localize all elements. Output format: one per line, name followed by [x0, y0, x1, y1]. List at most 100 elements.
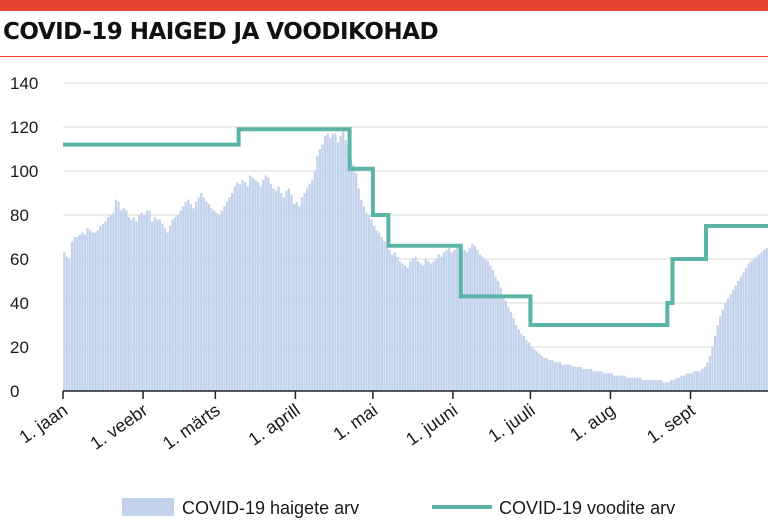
bar — [646, 380, 650, 391]
bar — [311, 179, 314, 391]
bar — [114, 199, 118, 391]
bar — [225, 201, 229, 391]
bar — [566, 364, 570, 391]
bar — [96, 230, 100, 391]
bar — [582, 369, 585, 391]
bar — [179, 210, 182, 391]
y-tick-label: 20 — [10, 338, 29, 357]
bar — [589, 369, 593, 391]
bar — [161, 223, 164, 391]
title-rule — [0, 56, 768, 57]
x-tick-label: 1. aprill — [245, 400, 304, 450]
bar — [362, 206, 365, 391]
bar — [298, 206, 301, 391]
bar — [132, 217, 136, 391]
bar — [391, 254, 394, 391]
bar — [233, 186, 236, 391]
bar — [267, 177, 270, 391]
bar — [81, 232, 84, 391]
bar — [274, 190, 278, 391]
bar — [202, 197, 205, 391]
bar — [215, 212, 218, 391]
bar — [734, 285, 737, 391]
x-tick-label: 1. juuli — [485, 400, 539, 446]
bar — [269, 184, 273, 391]
bar — [713, 336, 717, 391]
bar — [558, 362, 562, 391]
y-tick-label: 0 — [10, 382, 19, 401]
bar — [125, 210, 128, 391]
bar — [189, 204, 192, 391]
chart-title: COVID-19 HAIGED JA VOODIKOHAD — [3, 19, 439, 45]
legend-swatch-bars — [122, 498, 174, 516]
bar — [313, 171, 316, 391]
legend: COVID-19 haigete arv COVID-19 voodite ar… — [122, 498, 675, 518]
bar — [747, 263, 750, 391]
bar — [78, 234, 81, 391]
bar — [218, 215, 221, 391]
bar — [259, 186, 262, 391]
bar — [641, 380, 644, 391]
bar — [429, 263, 433, 391]
bar — [520, 333, 523, 391]
bar — [424, 259, 427, 391]
x-tick-label: 1. juuni — [402, 400, 461, 450]
bar — [254, 179, 257, 391]
bar — [649, 380, 652, 391]
bar — [620, 375, 624, 391]
bar — [765, 248, 768, 391]
bar — [460, 245, 464, 391]
y-tick-label: 120 — [10, 118, 38, 137]
bar — [721, 309, 724, 391]
bar — [76, 237, 79, 391]
y-tick-label: 40 — [10, 294, 29, 313]
bar — [471, 243, 474, 391]
bar — [367, 215, 371, 391]
bar — [187, 199, 190, 391]
bar — [701, 369, 704, 391]
bar — [181, 206, 185, 391]
bar — [432, 261, 435, 391]
bar — [192, 208, 195, 391]
bar — [533, 349, 536, 391]
bar — [83, 234, 87, 391]
bar — [398, 261, 402, 391]
bar — [466, 252, 469, 391]
bar — [437, 254, 440, 391]
bar — [615, 375, 619, 391]
x-tick-label: 1. sept — [643, 400, 699, 447]
bar — [667, 382, 670, 391]
bar — [349, 157, 353, 391]
bar — [342, 131, 345, 391]
bar — [719, 316, 722, 391]
bar — [318, 149, 322, 391]
bar — [163, 228, 167, 391]
bar — [404, 265, 407, 391]
bar — [86, 228, 89, 391]
bar — [166, 232, 169, 391]
bar — [68, 259, 71, 391]
bar — [543, 358, 546, 391]
bar — [184, 201, 187, 391]
bar — [272, 188, 275, 391]
bar — [104, 221, 107, 391]
bar — [336, 142, 340, 391]
bar — [231, 193, 234, 391]
bar — [512, 318, 515, 391]
bar — [370, 219, 373, 391]
bar — [109, 215, 112, 391]
bar — [553, 362, 557, 391]
bar — [726, 298, 730, 391]
bar — [628, 377, 631, 391]
bar — [323, 135, 327, 391]
bar — [525, 340, 528, 391]
bar — [223, 206, 226, 391]
bar — [680, 375, 683, 391]
bar — [760, 252, 763, 391]
y-tick-label: 100 — [10, 162, 38, 181]
bar — [197, 197, 200, 391]
bar — [243, 182, 247, 391]
bar — [682, 375, 686, 391]
bar — [303, 193, 306, 391]
y-tick-label: 60 — [10, 250, 29, 269]
